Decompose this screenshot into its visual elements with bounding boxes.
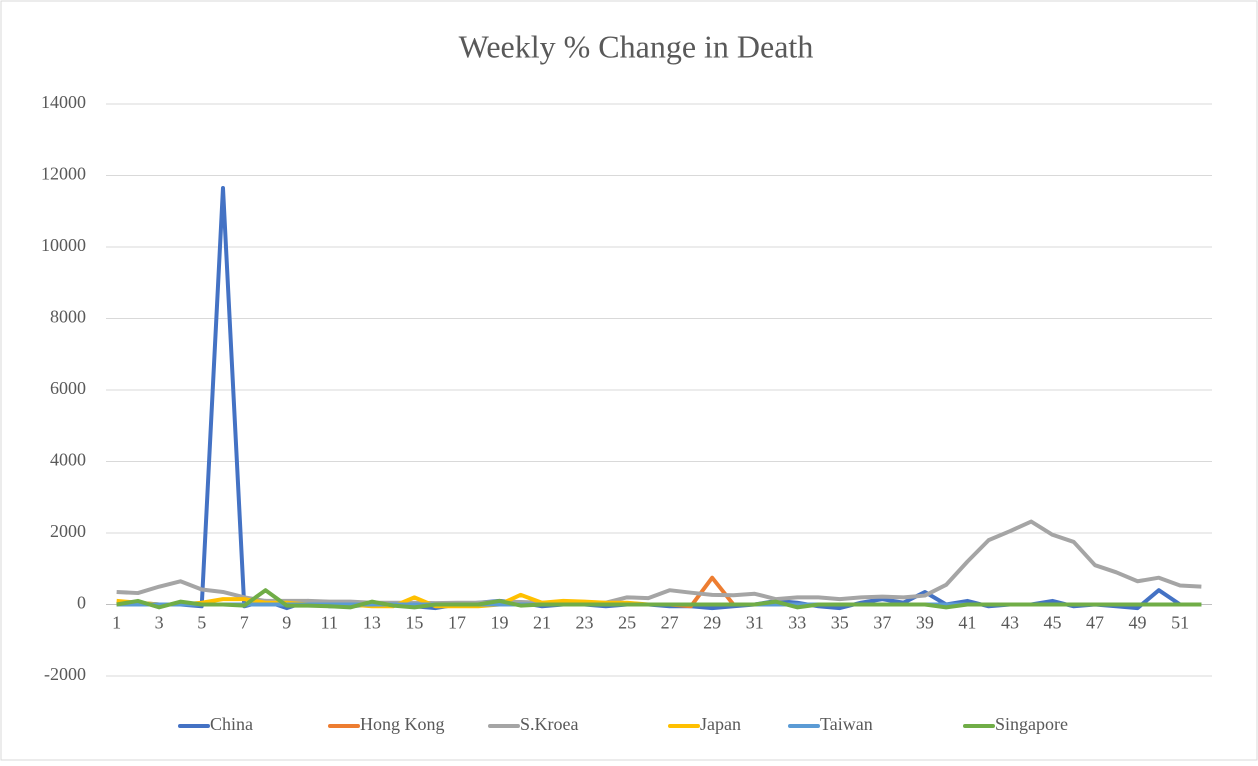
x-tick-label: 3 (155, 613, 164, 633)
x-tick-label: 25 (618, 613, 636, 633)
x-tick-label: 39 (916, 613, 934, 633)
y-tick-label: 8000 (50, 307, 86, 327)
x-tick-label: 13 (363, 613, 381, 633)
legend-label: Singapore (995, 714, 1068, 734)
x-tick-label: 9 (282, 613, 291, 633)
y-tick-label: 6000 (50, 378, 86, 398)
x-tick-label: 19 (490, 613, 508, 633)
y-tick-label: -2000 (44, 664, 86, 684)
x-tick-label: 41 (958, 613, 976, 633)
x-tick-label: 31 (746, 613, 764, 633)
chart-title: Weekly % Change in Death (459, 28, 814, 64)
x-tick-label: 37 (873, 613, 891, 633)
x-tick-label: 7 (240, 613, 249, 633)
x-tick-label: 23 (576, 613, 594, 633)
x-tick-label: 51 (1171, 613, 1189, 633)
x-tick-label: 29 (703, 613, 721, 633)
x-tick-label: 17 (448, 613, 466, 633)
x-tick-label: 11 (321, 613, 338, 633)
legend-label: Taiwan (820, 714, 873, 734)
y-tick-label: 14000 (41, 92, 86, 112)
x-tick-label: 1 (112, 613, 121, 633)
x-tick-label: 5 (197, 613, 206, 633)
x-tick-label: 45 (1043, 613, 1061, 633)
y-tick-label: 4000 (50, 450, 86, 470)
y-tick-label: 0 (77, 593, 86, 613)
legend-label: Hong Kong (360, 714, 445, 734)
x-tick-label: 43 (1001, 613, 1019, 633)
y-tick-label: 12000 (41, 164, 86, 184)
x-tick-label: 35 (831, 613, 849, 633)
x-tick-label: 21 (533, 613, 551, 633)
line-series (116, 588, 1202, 610)
x-tick-label: 47 (1086, 613, 1104, 633)
legend-label: S.Kroea (520, 714, 578, 734)
x-tick-label: 33 (788, 613, 806, 633)
x-tick-label: 15 (405, 613, 423, 633)
y-tick-label: 2000 (50, 521, 86, 541)
x-tick-label: 27 (661, 613, 679, 633)
x-tick-label: 49 (1129, 613, 1147, 633)
legend-label: Japan (700, 714, 741, 734)
line-series (116, 519, 1202, 606)
y-tick-label: 10000 (41, 235, 86, 255)
legend-label: China (210, 714, 253, 734)
